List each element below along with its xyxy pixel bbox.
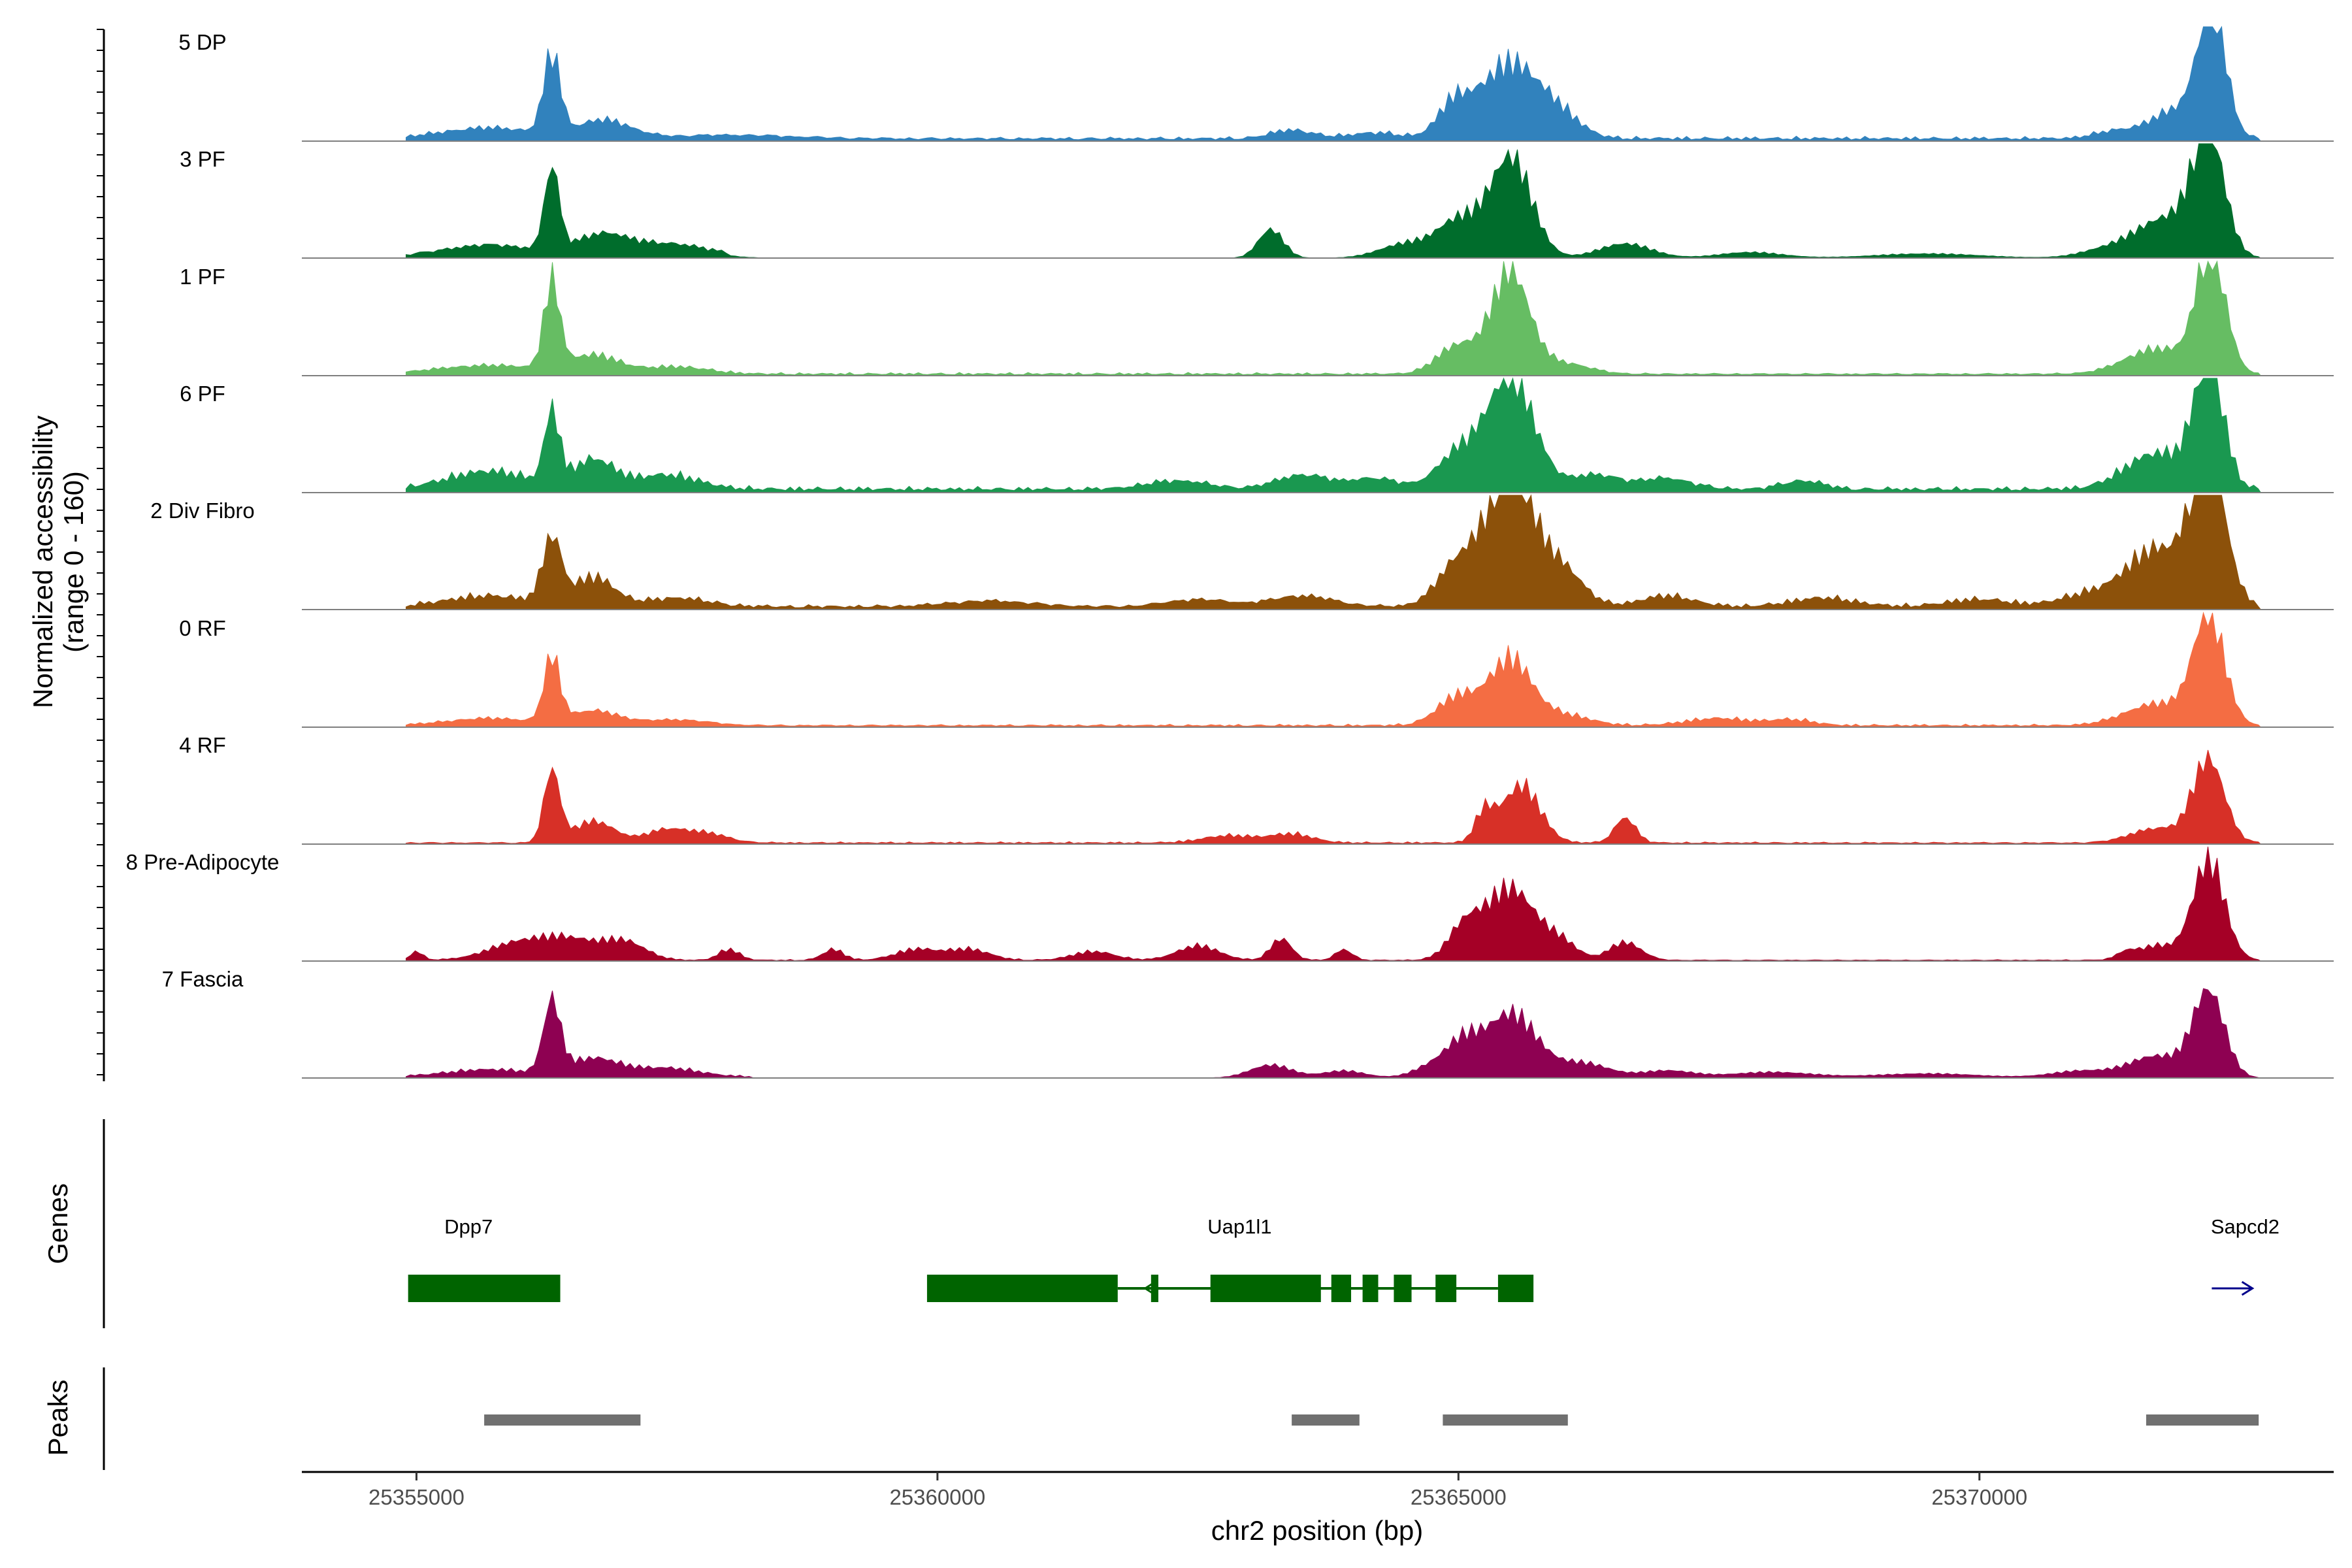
peak-region (2146, 1414, 2259, 1426)
track-8: 8 Pre-Adipocyte (126, 846, 2334, 962)
track-y-axis (97, 29, 105, 1081)
track-6: 0 RF (179, 612, 2334, 728)
coverage-area (406, 494, 2262, 610)
gene-exon (1151, 1275, 1158, 1302)
gene-label: Uap1l1 (1207, 1215, 1271, 1238)
peaks-panel-title: Peaks (42, 1380, 73, 1456)
coverage-area (406, 377, 2262, 493)
x-tick-label: 25360000 (889, 1485, 985, 1509)
peak-region (1292, 1414, 1360, 1426)
coverage-area (406, 260, 2262, 376)
gene-exon (1435, 1275, 1457, 1302)
gene-exon (926, 1275, 1118, 1302)
track-label: 1 PF (180, 265, 225, 289)
gene-exon (408, 1275, 561, 1302)
gene-exon (1210, 1275, 1321, 1302)
coverage-area (406, 846, 2261, 962)
coverage-area (406, 988, 2261, 1079)
track-5: 2 Div Fibro (150, 494, 2334, 610)
track-label: 4 RF (179, 733, 226, 757)
track-3: 1 PF (180, 260, 2334, 376)
gene-sapcd2: Sapcd2 (2211, 1215, 2279, 1296)
genes-panel: Genes Dpp7 Uap1l1 Sapcd2 (42, 1119, 2279, 1328)
y-axis-title-line2: (range 0 - 160) (58, 471, 89, 653)
track-1: 5 DP (178, 25, 2334, 142)
track-9: 7 Fascia (162, 967, 2334, 1079)
x-axis: 25355000 25360000 25365000 25370000 chr2 po… (302, 1471, 2334, 1546)
strand-arrow-head (2241, 1281, 2255, 1296)
track-label: 0 RF (179, 616, 226, 640)
track-7: 4 RF (179, 733, 2334, 845)
track-label: 5 DP (178, 30, 226, 54)
gene-dpp7: Dpp7 (408, 1215, 561, 1302)
track-2: 3 PF (180, 143, 2334, 259)
x-axis-ticks: 25355000 25360000 25365000 25370000 (368, 1472, 2027, 1509)
y-axis-title-line1: Normalized accessibility (27, 416, 58, 708)
gene-exon (1331, 1275, 1352, 1302)
gene-exon (1394, 1275, 1412, 1302)
gene-uap1l1: Uap1l1 (926, 1215, 1534, 1302)
track-4: 6 PF (180, 377, 2334, 493)
track-label: 3 PF (180, 147, 225, 171)
gene-exon (1362, 1275, 1379, 1302)
coverage-area (406, 25, 2262, 142)
coverage-area (406, 749, 2262, 845)
peak-region (1443, 1414, 1568, 1426)
track-label: 8 Pre-Adipocyte (126, 850, 280, 874)
x-tick-label: 25370000 (1931, 1485, 2027, 1509)
x-tick-label: 25355000 (368, 1485, 465, 1509)
x-tick-label: 25365000 (1411, 1485, 1507, 1509)
x-axis-title: chr2 position (bp) (1211, 1515, 1424, 1546)
track-label: 6 PF (180, 382, 225, 406)
accessibility-tracks: 5 DP 3 PF 1 PF 6 PF 2 Div Fibro 0 RF 4 RF 8 Pre… (126, 25, 2334, 1079)
coverage-area (406, 143, 2262, 259)
genes-panel-title: Genes (42, 1183, 73, 1264)
peaks-panel: Peaks (42, 1367, 2259, 1470)
gene-models: Dpp7 Uap1l1 Sapcd2 (408, 1215, 2279, 1302)
gene-label: Sapcd2 (2211, 1215, 2279, 1238)
track-label: 2 Div Fibro (150, 498, 255, 523)
track-label: 7 Fascia (162, 967, 244, 991)
gene-label: Dpp7 (444, 1215, 493, 1238)
peak-regions (484, 1414, 2259, 1426)
coverage-area (406, 612, 2262, 728)
peak-region (484, 1414, 641, 1426)
gene-exon (1497, 1275, 1534, 1302)
